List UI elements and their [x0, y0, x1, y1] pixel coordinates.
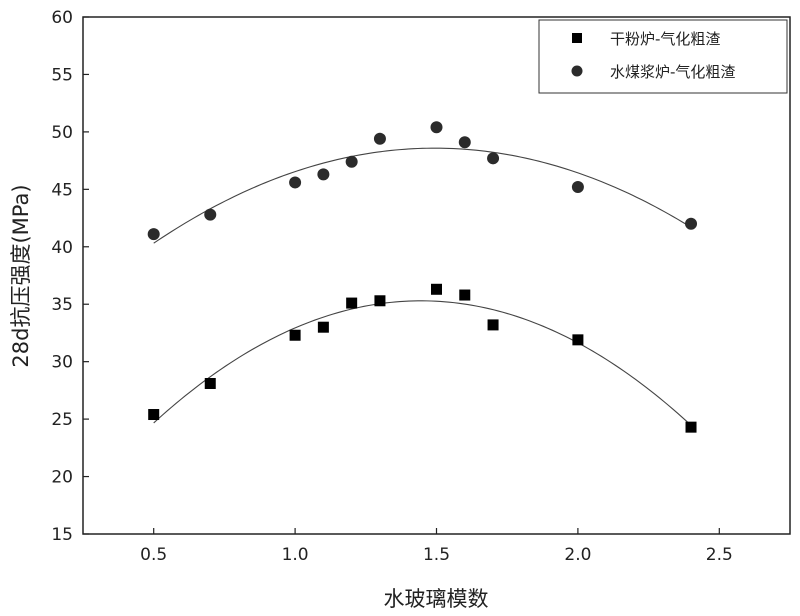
data-point-square	[289, 329, 301, 341]
x-axis-title: 水玻璃模数	[384, 587, 489, 611]
x-tick-label: 1.5	[423, 545, 450, 565]
y-tick-label: 50	[51, 123, 73, 143]
y-tick-label: 30	[51, 353, 73, 373]
y-tick-label: 35	[51, 295, 73, 315]
legend: 干粉炉-气化粗渣 水煤浆炉-气化粗渣	[538, 19, 788, 94]
data-point-square	[685, 421, 697, 433]
legend-label-coal-water-slurry: 水煤浆炉-气化粗渣	[610, 63, 735, 81]
data-point-square	[346, 297, 358, 309]
y-tick-label: 45	[51, 180, 73, 200]
x-tick-label: 2.0	[564, 545, 591, 565]
data-point-circle	[571, 181, 584, 194]
legend-marker-square	[572, 33, 582, 43]
legend-marker-circle	[571, 65, 583, 77]
data-point-square	[148, 409, 160, 421]
y-tick-label: 55	[51, 65, 73, 85]
data-point-square	[572, 334, 584, 346]
data-point-square	[204, 377, 216, 389]
x-tick-label: 2.5	[706, 545, 733, 565]
fit-curve-series-0	[153, 300, 692, 426]
legend-label-dry-powder: 干粉炉-气化粗渣	[610, 30, 720, 48]
data-point-circle	[345, 155, 358, 168]
y-tick-label: 25	[51, 410, 73, 430]
data-points	[147, 121, 698, 433]
y-axis: 15 20 25 30 35 40 45 50 55 60	[51, 8, 89, 545]
data-point-circle	[458, 136, 471, 149]
data-point-circle	[373, 132, 386, 145]
y-tick-label: 40	[51, 238, 73, 258]
data-point-circle	[487, 152, 500, 165]
x-tick-label: 0.5	[140, 545, 167, 565]
y-axis-title: 28d抗压强度(MPa)	[9, 184, 33, 367]
legend-box	[538, 19, 788, 94]
data-point-circle	[430, 121, 443, 134]
x-axis: 0.5 1.0 1.5 2.0 2.5	[140, 528, 733, 565]
x-tick-label: 1.0	[282, 545, 309, 565]
data-point-square	[459, 289, 471, 301]
fit-curve-series-1	[153, 147, 692, 244]
data-point-square	[487, 319, 499, 331]
data-point-square	[374, 295, 386, 307]
plot-area	[82, 16, 791, 535]
data-point-circle	[289, 176, 302, 189]
data-point-circle	[147, 228, 160, 241]
data-point-circle	[204, 208, 217, 221]
y-tick-label: 60	[51, 8, 73, 28]
y-tick-label: 20	[51, 468, 73, 488]
data-point-square	[431, 283, 442, 295]
data-point-square	[317, 321, 329, 333]
fit-curves	[153, 147, 692, 426]
y-tick-label: 15	[51, 525, 73, 545]
data-point-circle	[317, 168, 330, 181]
data-point-circle	[685, 217, 698, 230]
